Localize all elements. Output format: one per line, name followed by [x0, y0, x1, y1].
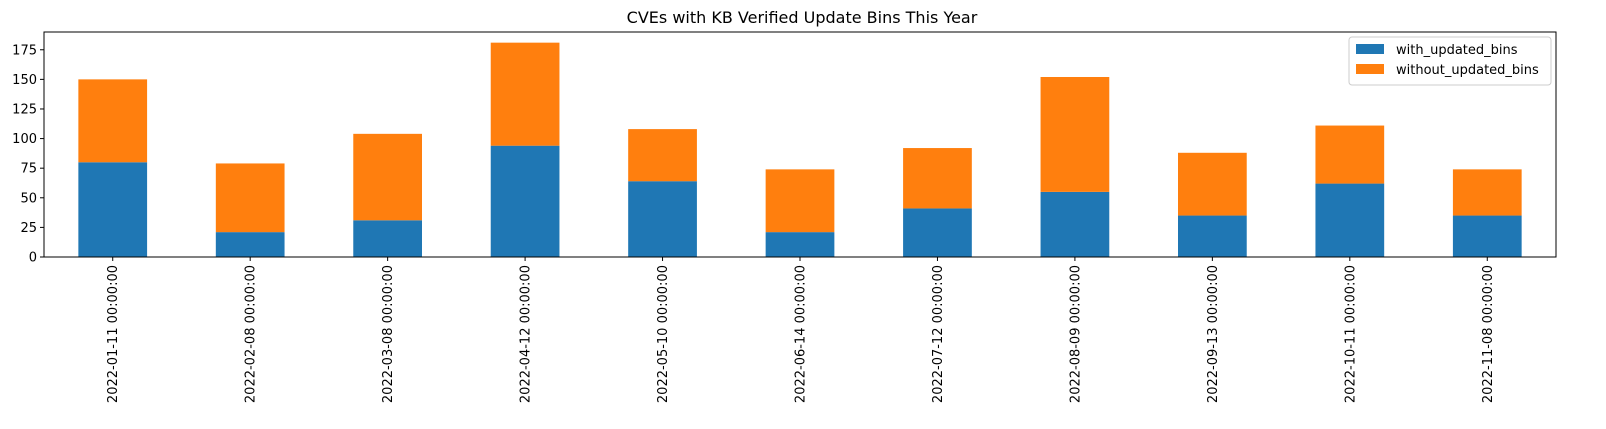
- bar-without-updated-bins-3: [490, 42, 560, 146]
- x-tick-label: 2022-09-13 00:00:00: [1206, 265, 1221, 403]
- y-tick-label: 50: [20, 191, 37, 206]
- bar-with-updated-bins-1: [215, 232, 285, 257]
- bar-with-updated-bins-0: [78, 162, 148, 257]
- bar-without-updated-bins-10: [1452, 169, 1522, 216]
- plot-area: 0 25 50 75 100 125 150 175 2022-01-11 00:00:00 20…: [12, 31, 1557, 403]
- bar-with-updated-bins-5: [765, 232, 835, 257]
- legend: with_updated_bins without_updated_bins: [1348, 36, 1552, 86]
- bar-with-updated-bins-9: [1315, 183, 1385, 257]
- x-tick-label: 2022-06-14 00:00:00: [794, 265, 809, 403]
- bar-with-updated-bins-4: [628, 181, 697, 257]
- chart-title: CVEs with KB Verified Update Bins This Y…: [627, 8, 978, 27]
- x-tick-label: 2022-03-08 00:00:00: [381, 265, 396, 403]
- y-tick-label: 0: [29, 251, 37, 266]
- y-tick-label: 125: [12, 102, 37, 117]
- y-tick-label: 150: [12, 73, 37, 88]
- y-tick-label: 100: [12, 132, 37, 147]
- bar-without-updated-bins-8: [1178, 152, 1247, 216]
- x-tick-label: 2022-10-11 00:00:00: [1343, 265, 1358, 403]
- y-tick-label: 175: [12, 43, 37, 58]
- x-tick-label: 2022-04-12 00:00:00: [519, 265, 534, 403]
- y-tick-label: 75: [20, 162, 37, 177]
- bar-with-updated-bins-8: [1178, 215, 1247, 257]
- x-tick-label: 2022-11-08 00:00:00: [1481, 265, 1496, 403]
- legend-swatch-without-updated-bins: [1356, 64, 1384, 74]
- bar-with-updated-bins-7: [1040, 191, 1110, 257]
- x-tick-label: 2022-02-08 00:00:00: [244, 265, 259, 403]
- legend-label-with-updated-bins: with_updated_bins: [1396, 43, 1518, 58]
- y-tick-label: 25: [20, 221, 37, 236]
- bar-without-updated-bins-4: [628, 129, 697, 182]
- bar-with-updated-bins-6: [903, 208, 972, 257]
- bar-without-updated-bins-5: [765, 169, 835, 233]
- bar-without-updated-bins-0: [78, 79, 148, 163]
- legend-label-without-updated-bins: without_updated_bins: [1396, 63, 1539, 78]
- bar-without-updated-bins-1: [215, 163, 285, 233]
- bar-without-updated-bins-9: [1315, 125, 1385, 184]
- x-tick-label: 2022-05-10 00:00:00: [656, 265, 671, 403]
- bar-without-updated-bins-7: [1040, 77, 1110, 192]
- bar-with-updated-bins-2: [353, 220, 422, 257]
- x-tick-label: 2022-01-11 00:00:00: [106, 265, 121, 403]
- legend-box: [1348, 36, 1552, 86]
- bar-with-updated-bins-10: [1452, 215, 1522, 257]
- bar-without-updated-bins-6: [903, 148, 972, 209]
- x-tick-label: 2022-07-12 00:00:00: [931, 265, 946, 403]
- x-tick-label: 2022-08-09 00:00:00: [1068, 265, 1083, 403]
- legend-swatch-with-updated-bins: [1356, 44, 1384, 54]
- bar-with-updated-bins-3: [490, 145, 560, 257]
- bar-without-updated-bins-2: [353, 133, 422, 221]
